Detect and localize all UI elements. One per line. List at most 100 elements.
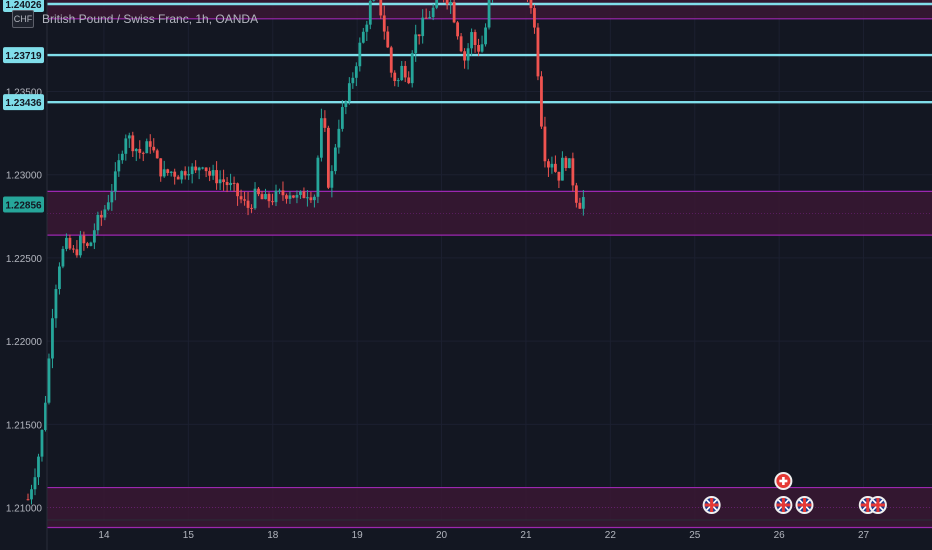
candle-body bbox=[449, 1, 453, 5]
candle-body bbox=[250, 207, 253, 209]
candle-body bbox=[180, 171, 184, 180]
candle-body bbox=[246, 200, 250, 208]
candle-body bbox=[264, 193, 267, 200]
candle-body bbox=[536, 27, 540, 77]
candle-body bbox=[89, 242, 93, 246]
price-badge-bg bbox=[3, 0, 44, 12]
candle-body bbox=[316, 157, 320, 197]
candle-body bbox=[37, 456, 40, 478]
candle-body bbox=[281, 190, 285, 196]
candle-body bbox=[564, 157, 568, 169]
candle-body bbox=[382, 15, 386, 32]
candle-body bbox=[540, 76, 543, 127]
candle-body bbox=[162, 169, 166, 177]
candle-body bbox=[257, 188, 260, 195]
candle-body bbox=[368, 0, 372, 25]
y-tick-label: 1.22000 bbox=[6, 337, 43, 348]
candle-body bbox=[365, 24, 369, 32]
candle-body bbox=[361, 31, 365, 43]
candle-body bbox=[68, 237, 72, 249]
candle-body bbox=[232, 182, 236, 184]
candle-body bbox=[30, 489, 33, 500]
candle-body bbox=[459, 36, 463, 52]
candle-body bbox=[194, 166, 198, 171]
candle-body bbox=[330, 171, 334, 188]
candle-body bbox=[187, 174, 191, 176]
candle-body bbox=[410, 53, 414, 84]
candle-body bbox=[466, 48, 470, 61]
candle-body bbox=[463, 51, 466, 61]
candle-body bbox=[176, 176, 180, 180]
candle-body bbox=[299, 191, 302, 195]
y-tick-label: 1.21000 bbox=[6, 504, 43, 515]
candle-body bbox=[431, 7, 435, 18]
axes: 1.21000 1.21500 1.22000 1.22500 1.23000 1.235… bbox=[6, 0, 932, 550]
candle-body bbox=[306, 197, 309, 199]
candle-body bbox=[393, 72, 397, 82]
candle-body bbox=[204, 167, 208, 172]
price-badge-bg bbox=[3, 94, 44, 111]
chart-header: CHF British Pound / Swiss Franc, 1h, OAN… bbox=[12, 9, 258, 29]
candle-body bbox=[567, 158, 571, 169]
candle-body bbox=[106, 202, 110, 210]
candle-body bbox=[456, 22, 460, 37]
x-tick-label: 14 bbox=[98, 530, 110, 541]
candle-body bbox=[403, 65, 407, 78]
candle-body bbox=[543, 126, 547, 162]
candle-body bbox=[581, 197, 585, 209]
grid-lines bbox=[47, 0, 932, 520]
candle-body bbox=[110, 191, 114, 203]
price-badge-label: 1.22856 bbox=[5, 200, 42, 211]
candle-body bbox=[319, 118, 323, 158]
candle-body bbox=[477, 45, 480, 52]
candle-body bbox=[173, 171, 177, 177]
candle-body bbox=[134, 148, 138, 152]
candle-body bbox=[379, 0, 383, 16]
flag-cross-horizontal bbox=[704, 503, 719, 507]
candle-body bbox=[243, 199, 246, 201]
candle-body bbox=[337, 128, 341, 148]
candle-body bbox=[407, 77, 411, 84]
candle-body bbox=[201, 167, 205, 169]
candle-body bbox=[292, 195, 295, 198]
candle-body bbox=[326, 127, 330, 188]
chf-currency-icon[interactable]: CHF bbox=[12, 10, 34, 28]
price-badge-label: 1.24026 bbox=[5, 0, 42, 11]
candle-body bbox=[473, 32, 477, 46]
candle-body bbox=[452, 1, 456, 23]
flag-cross-horizontal bbox=[779, 479, 788, 483]
x-tick-label: 26 bbox=[774, 530, 786, 541]
candle-body bbox=[96, 214, 100, 231]
candle-body bbox=[271, 201, 274, 203]
candle-body bbox=[197, 167, 201, 171]
price-badge-label: 1.23436 bbox=[5, 98, 42, 109]
candle-body bbox=[574, 185, 578, 203]
candle-body bbox=[578, 202, 582, 209]
candle-body bbox=[190, 166, 194, 175]
candle-body bbox=[288, 195, 292, 199]
y-tick-label: 1.23500 bbox=[6, 88, 43, 99]
x-tick-label: 18 bbox=[267, 530, 279, 541]
candle-body bbox=[215, 170, 219, 184]
candle-body bbox=[61, 248, 65, 267]
candle-body bbox=[92, 230, 96, 243]
candle-body bbox=[344, 101, 348, 108]
candle-body bbox=[278, 190, 281, 192]
x-tick-label: 27 bbox=[858, 530, 870, 541]
candle-body bbox=[65, 237, 68, 249]
candle-body bbox=[557, 171, 561, 181]
x-tick-label: 20 bbox=[436, 530, 448, 541]
candle-body bbox=[550, 163, 554, 168]
candle-body bbox=[347, 83, 351, 102]
candle-body bbox=[33, 477, 37, 490]
candle-body bbox=[54, 289, 58, 319]
level-price-badge: 1.24026 bbox=[3, 0, 44, 12]
candle-body bbox=[313, 196, 316, 201]
candle-body bbox=[124, 138, 128, 154]
flag-cross-horizontal bbox=[797, 503, 812, 507]
candle-body bbox=[169, 171, 173, 173]
candle-body bbox=[44, 402, 47, 430]
candle-body bbox=[484, 27, 487, 45]
